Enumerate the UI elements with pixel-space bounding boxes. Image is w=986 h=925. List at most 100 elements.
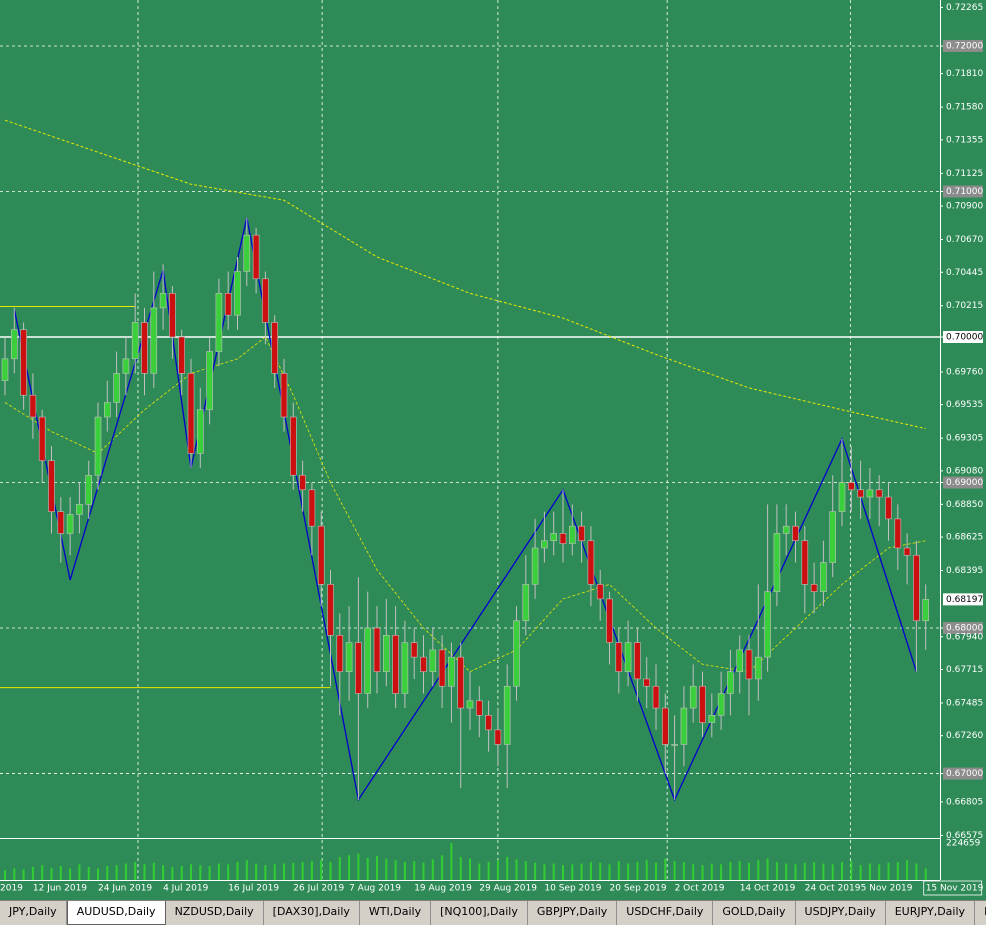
candle-body — [382, 635, 390, 672]
candle-body — [48, 460, 55, 512]
candle-body — [513, 620, 520, 687]
candle-body — [141, 322, 148, 374]
candle-body — [252, 234, 260, 280]
y-tick-label: 0.72265 — [946, 3, 983, 13]
candle-body — [76, 504, 83, 515]
y-label-box — [943, 476, 983, 489]
candle-body — [875, 489, 883, 498]
chart-tab[interactable]: GBPJPY,Daily — [528, 901, 618, 925]
candle-body — [922, 599, 930, 622]
candle-body — [624, 642, 632, 672]
y-tick-label: 0.68850 — [946, 500, 983, 510]
y-label-box — [943, 185, 983, 198]
y-tick-label: 0.69760 — [946, 367, 983, 377]
candle-body — [159, 293, 167, 309]
candle-body — [727, 671, 734, 694]
candle-body — [801, 540, 809, 585]
chart-tab[interactable]: WTI,Daily — [360, 901, 432, 925]
y-tick-label: 0.71125 — [946, 169, 983, 179]
candle-body — [541, 540, 548, 549]
candle-body — [11, 329, 18, 360]
x-tick-label: 24 Oct 2019 — [805, 884, 861, 894]
chart-tab[interactable]: NZDUSD,Daily — [166, 901, 264, 925]
candle-body — [736, 649, 744, 672]
y-tick-label: 0.70445 — [946, 268, 983, 278]
chart-tab[interactable]: USDJPY,Daily — [796, 901, 886, 925]
candle-body — [485, 715, 492, 731]
candle-body — [355, 642, 362, 694]
chart-tab[interactable]: JPY,Daily — [0, 901, 67, 925]
chart-tab[interactable]: EURUS — [975, 901, 986, 925]
indicator-line — [4, 119, 926, 430]
candle-body — [810, 584, 818, 592]
y-tick-label: 0.67485 — [946, 698, 983, 708]
y-tick-label: 0.67940 — [946, 632, 983, 642]
candle-body — [838, 482, 846, 512]
x-tick-label: 10 Sep 2019 — [544, 884, 601, 894]
candle-body — [568, 525, 576, 544]
candle-body — [866, 489, 874, 498]
candle-body — [308, 489, 316, 527]
candle-body — [197, 409, 204, 454]
candle-body — [764, 591, 771, 658]
candle-body — [178, 336, 185, 374]
candle-body — [466, 700, 474, 709]
candle-body — [587, 540, 595, 585]
candle-body — [661, 707, 669, 745]
chart-tab[interactable]: [DAX30],Daily — [264, 901, 360, 925]
candle-body — [85, 474, 92, 505]
date-label-box — [923, 880, 983, 896]
chart-tab[interactable]: USDCHF,Daily — [617, 901, 714, 925]
chart-tab[interactable]: AUDUSD,Daily — [66, 901, 166, 925]
y-tick-label: 0.66575 — [946, 831, 983, 841]
candle-body — [503, 685, 511, 745]
y-label-box — [943, 622, 983, 635]
x-tick-label: 19 Aug 2019 — [414, 884, 472, 894]
candle-body — [122, 358, 130, 374]
candle-body — [289, 416, 297, 476]
y-tick-label: 0.70670 — [946, 235, 983, 245]
candle-body — [262, 278, 269, 323]
candle-body — [903, 547, 911, 556]
candle-body — [792, 525, 799, 542]
x-tick-label: 24 Jun 2019 — [98, 884, 152, 894]
candle-body — [131, 322, 139, 360]
y-tick-label: 0.68395 — [946, 566, 983, 576]
candle-body — [857, 489, 864, 498]
candle-body — [345, 642, 353, 672]
candle-body — [847, 482, 855, 491]
candle-body — [643, 678, 651, 687]
candle-body — [392, 635, 399, 694]
chart: 2019 0.72265 0.72000 0.71810 0.71580 0.71355… — [0, 0, 986, 900]
candle-body — [550, 533, 558, 542]
candle-body — [57, 511, 65, 534]
y-tick-label: 0.66805 — [946, 797, 983, 807]
y-label-box — [943, 39, 983, 52]
candle-body — [280, 373, 288, 418]
candle-body — [680, 707, 688, 745]
chart-tab[interactable]: [NQ100],Daily — [431, 901, 528, 925]
candle-body — [634, 642, 641, 680]
x-tick-label: 5 Nov 2019 — [861, 884, 913, 894]
chart-tab[interactable]: GOLD,Daily — [713, 901, 796, 925]
candle-body — [782, 525, 790, 534]
chart-tab[interactable]: EURJPY,Daily — [886, 901, 976, 925]
candle-body — [29, 394, 37, 418]
candle-body — [169, 293, 176, 338]
candle-body — [894, 518, 902, 549]
candle-body — [745, 649, 753, 680]
y-tick-label: 0.71580 — [946, 103, 983, 113]
y-tick-label: 0.70900 — [946, 202, 983, 212]
y-tick-label: 0.68000 — [946, 624, 983, 634]
y-tick-label: 0.69000 — [946, 478, 983, 488]
candle-body — [234, 271, 241, 316]
candle-body — [885, 496, 892, 520]
candle-body — [215, 293, 223, 352]
candle-body — [243, 234, 251, 272]
candle-body — [38, 416, 46, 461]
chart-background — [0, 0, 986, 900]
candle-body — [606, 598, 613, 643]
y-tick-label: 0.67260 — [946, 731, 983, 741]
candle-body — [336, 635, 344, 672]
x-tick-label: 14 Oct 2019 — [740, 884, 796, 894]
